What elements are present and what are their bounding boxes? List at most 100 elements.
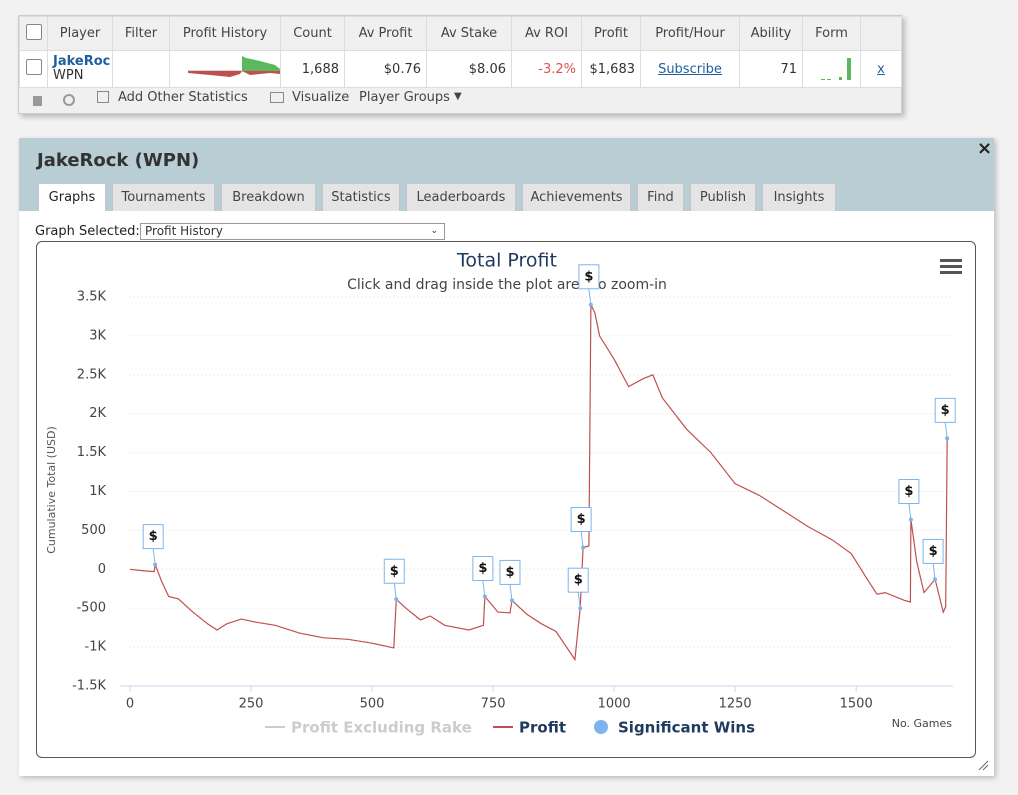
win-label: $ [904,484,913,499]
win-label-box [570,507,592,533]
column-header[interactable]: Player [47,16,113,51]
win-label: $ [577,512,586,527]
column-header[interactable]: Av Stake [426,16,512,51]
header-row: Player Filter Profit History Count Av Profit… [19,16,902,51]
tab[interactable]: Breakdown [221,183,316,211]
tab[interactable]: Publish [690,183,756,211]
legend-label: Significant Wins [618,719,755,737]
tab[interactable]: Achievements [522,183,631,211]
column-header[interactable]: Ability [739,16,803,51]
y-tick-label: -1K [85,640,107,655]
win-connector [908,503,912,520]
add-stats[interactable]: Add Other Statistics [118,90,248,105]
sparkline [188,56,280,77]
menu-bar [940,265,962,268]
form-cell [802,50,861,88]
chart-frame [36,241,976,758]
row-select[interactable] [19,50,48,88]
x-axis-label: No. Games [892,717,953,730]
ability: 71 [739,50,803,88]
column-header[interactable]: Form [802,16,861,51]
win-point [394,597,399,602]
win-label: $ [929,544,938,559]
x-tick-label: 500 [360,697,385,712]
column-header[interactable]: Profit/Hour [640,16,740,51]
panel-title: JakeRock (WPN) [37,150,200,171]
y-tick-label: 2.5K [77,367,107,382]
refresh-icon[interactable] [63,94,75,106]
win-label-box [567,567,589,593]
av-stake: $8.06 [426,50,512,88]
form-bar [839,77,842,80]
visualize[interactable]: Visualize [292,90,350,105]
tab[interactable]: Insights [762,183,836,211]
y-tick-label: -500 [76,601,106,616]
graph-select-value: Profit History [145,224,223,238]
sparkline-cell [169,50,281,88]
x-tick-label: 750 [481,697,506,712]
y-tick-label: 3K [89,328,106,343]
win-label: $ [941,403,950,418]
resize-grip[interactable] [977,759,989,771]
column-header[interactable]: Av ROI [511,16,582,51]
tab[interactable]: Leaderboards [406,183,516,211]
graph-label: Graph Selected: [35,224,140,239]
win-connector [580,531,584,548]
tab[interactable]: Statistics [322,183,400,211]
x-tick-label: 1000 [598,697,631,712]
win-label: $ [390,564,399,579]
significant-win: $ [472,556,494,599]
player-groups[interactable]: Player Groups [359,90,450,105]
toolbar-icons [33,94,75,106]
legend-label: Profit Excluding Rake [291,719,472,737]
win-connector [577,592,581,609]
significant-win: $ [898,479,920,522]
form-bar [821,79,825,80]
y-tick-label: -1.5K [72,679,106,694]
win-point [482,594,487,599]
tab[interactable]: Tournaments [112,183,215,211]
win-label-box [472,556,494,582]
win-point [509,598,514,603]
x-tick-label: 250 [239,697,264,712]
win-point [578,606,583,611]
trash-icon[interactable] [33,96,42,106]
win-label-box [578,264,600,290]
panel-header: JakeRock (WPN) × Graphs Tournaments Breakd… [19,138,994,211]
y-tick-label: 500 [81,523,106,538]
menu-button[interactable] [940,259,962,274]
form-bar [827,79,831,80]
remove-link[interactable]: x [877,61,885,77]
significant-win: $ [567,567,589,611]
tab[interactable]: Find [637,183,684,211]
graph-select[interactable]: Profit History ⌄ [140,223,445,240]
chart-subtitle: Click and drag inside the plot area to z… [347,277,667,293]
av-roi: -3.2% [511,50,582,88]
win-point [588,302,593,307]
win-point [945,436,950,441]
column-header[interactable]: Av Profit [344,16,427,51]
x-tick-label: 0 [126,697,134,712]
win-point [153,562,158,567]
chart-title: Total Profit [456,250,557,272]
column-header[interactable]: Profit History [169,16,281,51]
close-button[interactable]: × [977,138,993,159]
win-label: $ [584,269,593,284]
significant-win: $ [922,538,944,582]
win-connector [152,548,156,565]
player-link[interactable]: JakeRoc [53,54,111,69]
subscribe-link[interactable]: Subscribe [658,61,722,77]
table: Player Filter Profit History Count Av Profit… [19,16,902,88]
column-header[interactable]: Count [280,16,345,51]
x-tick-label: 1250 [719,697,752,712]
significant-win: $ [934,397,956,441]
tab[interactable]: Graphs [38,183,106,211]
spark-neg [188,71,242,77]
significant-win: $ [499,559,521,603]
win-label: $ [478,561,487,576]
spark-pos [242,56,280,71]
win-connector [482,580,486,597]
site: WPN [53,68,84,83]
y-tick-label: 1K [89,484,106,499]
